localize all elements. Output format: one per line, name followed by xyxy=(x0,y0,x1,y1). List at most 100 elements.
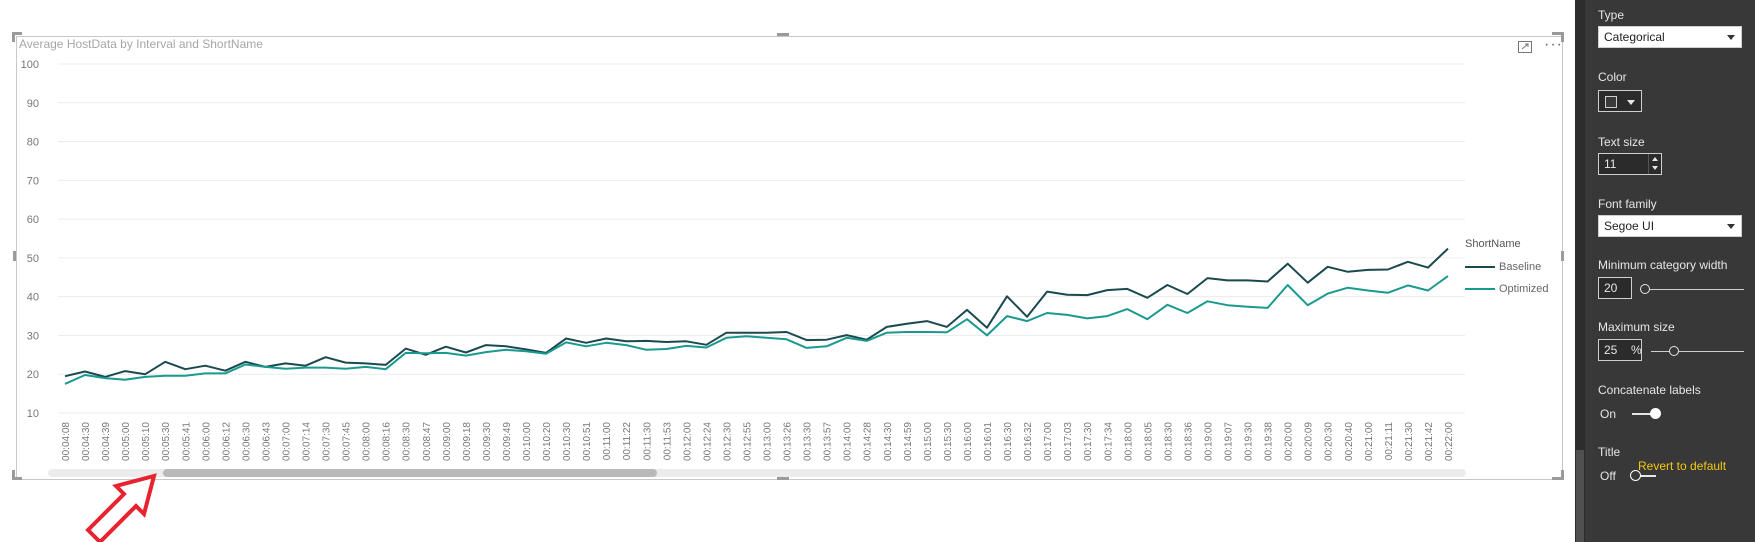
concatenate-labels-toggle[interactable] xyxy=(1632,413,1656,415)
resize-handle-top-left-v[interactable] xyxy=(12,32,15,42)
x-tick-label: 00:14:00 xyxy=(843,422,854,461)
min-category-width-label: Minimum category width xyxy=(1598,258,1728,272)
x-tick-label: 00:10:20 xyxy=(542,422,553,461)
horizontal-scrollbar-thumb[interactable] xyxy=(163,469,657,477)
resize-handle-top-left[interactable] xyxy=(12,32,22,35)
color-picker-button[interactable] xyxy=(1598,90,1642,112)
resize-handle-bottom-right-v[interactable] xyxy=(1561,470,1564,480)
resize-handle-bottom-left[interactable] xyxy=(12,477,22,480)
chart-title: Average HostData by Interval and ShortNa… xyxy=(19,37,263,51)
x-tick-label: 00:21:42 xyxy=(1424,422,1435,461)
x-tick-label: 00:10:51 xyxy=(582,422,593,461)
horizontal-scrollbar-track[interactable] xyxy=(48,469,1466,477)
x-tick-label: 00:21:30 xyxy=(1404,422,1415,461)
x-tick-label: 00:10:30 xyxy=(562,422,573,461)
revert-to-default-link[interactable]: Revert to default xyxy=(1638,459,1727,473)
x-tick-label: 00:18:30 xyxy=(1163,422,1174,461)
x-tick-label: 00:22:00 xyxy=(1444,422,1455,461)
stepper-down-icon[interactable] xyxy=(1652,166,1658,170)
resize-handle-top[interactable] xyxy=(777,33,789,36)
concatenate-labels-toggle-knob[interactable] xyxy=(1650,408,1661,419)
legend-item-optimized[interactable]: Optimized xyxy=(1465,278,1549,300)
x-tick-label: 00:13:00 xyxy=(763,422,774,461)
more-options-icon[interactable]: ··· xyxy=(1544,36,1563,53)
legend-label-baseline: Baseline xyxy=(1499,261,1542,273)
x-tick-label: 00:08:00 xyxy=(362,422,373,461)
x-tick-label: 00:05:41 xyxy=(181,422,192,461)
x-tick-label: 00:06:30 xyxy=(241,422,252,461)
y-tick-label: 70 xyxy=(27,175,39,187)
x-tick-label: 00:16:01 xyxy=(983,422,994,461)
x-tick-label: 00:08:30 xyxy=(402,422,413,461)
maximum-size-slider-knob[interactable] xyxy=(1669,346,1680,356)
legend-swatch-baseline xyxy=(1465,266,1495,268)
min-category-width-slider-track[interactable] xyxy=(1642,289,1744,290)
x-tick-label: 00:08:16 xyxy=(382,422,393,461)
type-label: Type xyxy=(1598,8,1625,22)
x-tick-label: 00:12:24 xyxy=(702,422,713,461)
x-tick-label: 00:07:45 xyxy=(342,422,353,461)
stepper-arrows[interactable] xyxy=(1648,154,1661,174)
x-tick-label: 00:15:30 xyxy=(943,422,954,461)
y-tick-label: 50 xyxy=(27,253,39,265)
maximum-size-slider-track[interactable] xyxy=(1651,351,1744,352)
annotation-arrow-icon xyxy=(85,473,157,542)
x-tick-label: 00:07:14 xyxy=(302,422,313,461)
x-tick-label: 00:13:57 xyxy=(823,422,834,461)
x-tick-label: 00:07:00 xyxy=(281,422,292,461)
format-pane-scrollbar[interactable] xyxy=(1575,0,1585,542)
legend-swatch-optimized xyxy=(1465,288,1495,290)
series-line-baseline[interactable] xyxy=(64,247,1449,378)
x-tick-label: 00:08:47 xyxy=(422,422,433,461)
x-tick-label: 00:04:08 xyxy=(61,422,72,461)
stepper-up-icon[interactable] xyxy=(1652,157,1658,161)
font-family-value: Segoe UI xyxy=(1604,219,1655,233)
x-tick-label: 00:16:32 xyxy=(1023,422,1034,461)
focus-mode-icon[interactable] xyxy=(1518,41,1532,53)
min-category-width-input[interactable]: 20 xyxy=(1598,277,1632,299)
y-tick-label: 20 xyxy=(27,369,39,381)
maximum-size-input[interactable]: 25 % xyxy=(1598,339,1642,361)
x-tick-label: 00:06:00 xyxy=(201,422,212,461)
title-toggle-state: Off xyxy=(1600,469,1616,483)
y-tick-label: 60 xyxy=(27,214,39,226)
resize-handle-left[interactable] xyxy=(13,251,16,261)
legend-label-optimized: Optimized xyxy=(1499,283,1549,295)
format-pane-scrollbar-thumb[interactable] xyxy=(1576,450,1584,542)
legend-item-baseline[interactable]: Baseline xyxy=(1465,256,1549,278)
x-tick-label: 00:06:43 xyxy=(261,422,272,461)
x-tick-label: 00:18:36 xyxy=(1183,422,1194,461)
x-tick-label: 00:09:49 xyxy=(502,422,513,461)
x-tick-label: 00:21:00 xyxy=(1364,422,1375,461)
resize-handle-bottom-right[interactable] xyxy=(1552,477,1564,480)
x-tick-label: 00:09:18 xyxy=(462,422,473,461)
x-tick-label: 00:09:00 xyxy=(442,422,453,461)
maximum-size-label: Maximum size xyxy=(1598,320,1675,334)
type-dropdown[interactable]: Categorical xyxy=(1598,26,1742,48)
x-tick-label: 00:18:00 xyxy=(1123,422,1134,461)
color-label: Color xyxy=(1598,70,1627,84)
concatenate-labels-label: Concatenate labels xyxy=(1598,383,1701,397)
series-line-optimized[interactable] xyxy=(64,275,1449,385)
x-tick-label: 00:04:39 xyxy=(101,422,112,461)
min-category-width-value: 20 xyxy=(1604,281,1618,295)
y-tick-label: 30 xyxy=(27,330,39,342)
x-tick-label: 00:13:30 xyxy=(803,422,814,461)
font-family-dropdown[interactable]: Segoe UI xyxy=(1598,215,1742,237)
title-toggle[interactable] xyxy=(1632,475,1656,477)
resize-handle-top-right[interactable] xyxy=(1552,32,1564,35)
y-tick-label: 90 xyxy=(27,98,39,110)
resize-handle-bottom[interactable] xyxy=(777,477,789,480)
x-tick-label: 00:20:09 xyxy=(1304,422,1315,461)
type-dropdown-value: Categorical xyxy=(1604,30,1665,44)
format-pane: Type Categorical Color Text size 11 Font… xyxy=(1575,0,1755,542)
resize-handle-bottom-left-v[interactable] xyxy=(12,470,15,480)
title-toggle-knob[interactable] xyxy=(1630,470,1641,481)
color-swatch xyxy=(1605,96,1617,108)
report-canvas: Average HostData by Interval and ShortNa… xyxy=(12,32,1564,542)
x-tick-label: 00:17:03 xyxy=(1063,422,1074,461)
text-size-stepper[interactable]: 11 xyxy=(1598,153,1662,175)
min-category-width-slider-knob[interactable] xyxy=(1640,284,1650,294)
resize-handle-top-right-v[interactable] xyxy=(1561,32,1564,42)
resize-handle-right[interactable] xyxy=(1561,251,1564,261)
